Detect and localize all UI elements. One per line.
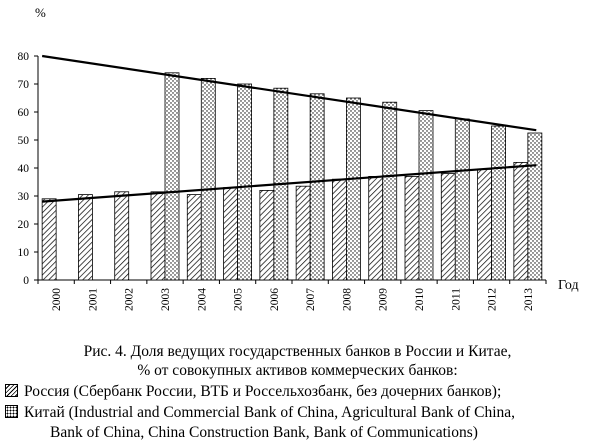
x-tick-label: 2007 (305, 288, 317, 311)
x-axis-label: Год (558, 278, 579, 293)
bar-russia (114, 191, 130, 281)
y-tick-label: 50 (18, 135, 30, 147)
legend-label-china-cont: Bank of China, China Construction Bank, … (50, 424, 478, 441)
bar-russia (404, 175, 420, 281)
x-tick-label: 2011 (450, 288, 462, 311)
x-tick-label: 2010 (414, 288, 426, 311)
bar-chart: 0 10 20 30 40 50 60 70 80 2000 2001 2002 2003 2004 200… (18, 5, 579, 311)
y-tick-label: 70 (18, 79, 30, 91)
x-tick-label: 2008 (341, 288, 353, 311)
bar-russia (259, 189, 275, 281)
bar-russia (440, 173, 456, 281)
figure-caption-line2: % от совокупных активов коммерческих бан… (137, 362, 458, 379)
bar-russia (513, 161, 529, 281)
x-tick-label: 2006 (269, 288, 281, 311)
x-tick-label: 2001 (87, 288, 99, 311)
bar-russia (78, 194, 93, 281)
bar-russia (368, 175, 384, 281)
legend-swatch-russia (5, 384, 18, 397)
legend-item-russia: Россия (Сбербанк России, ВТБ и Россельхо… (5, 383, 501, 400)
bar-china (309, 93, 325, 281)
x-tick-label: 2009 (378, 288, 390, 311)
x-tick-label: 2005 (233, 288, 245, 311)
x-tick-label: 2003 (160, 288, 172, 311)
x-tick-label: 2002 (124, 288, 136, 311)
figure-caption-line1: Рис. 4. Доля ведущих государственных бан… (83, 343, 512, 360)
bar-china (418, 110, 434, 281)
trend-line-russia (42, 164, 537, 203)
x-tick-label: 2000 (51, 288, 63, 311)
bar-russia (295, 185, 311, 281)
bar-russia (150, 191, 166, 281)
legend-label-russia: Россия (Сбербанк России, ВТБ и Россельхо… (24, 383, 502, 400)
y-tick-label: 20 (18, 219, 30, 231)
bar-russia (223, 187, 238, 281)
y-tick-label: 40 (18, 163, 30, 175)
y-tick-label: 10 (18, 247, 30, 259)
x-tick-label: 2013 (523, 288, 535, 311)
bar-china (164, 72, 180, 281)
x-tick-label: 2004 (196, 288, 208, 311)
bar-china (527, 132, 543, 281)
y-tick-label: 80 (18, 51, 30, 63)
y-axis-unit: % (35, 5, 46, 20)
bar-china (346, 97, 361, 281)
trend-line-china (41, 54, 537, 132)
bar-russia (41, 198, 57, 281)
bar-russia (332, 178, 347, 281)
bar-china (237, 83, 252, 281)
bar-russia (186, 194, 202, 281)
bar-china (382, 101, 398, 281)
y-tick-label: 0 (23, 275, 29, 287)
x-tick-label: 2012 (487, 288, 499, 311)
bar-china (200, 78, 216, 281)
bar-china (454, 118, 470, 281)
legend-item-china: Китай (Industrial and Commercial Bank of… (5, 404, 515, 421)
legend-swatch-china (5, 405, 18, 418)
legend-label-china: Китай (Industrial and Commercial Bank of… (24, 404, 516, 421)
bar-russia (477, 168, 492, 281)
y-tick-label: 60 (18, 107, 30, 119)
bar-china (491, 125, 506, 281)
y-tick-label: 30 (18, 191, 30, 203)
